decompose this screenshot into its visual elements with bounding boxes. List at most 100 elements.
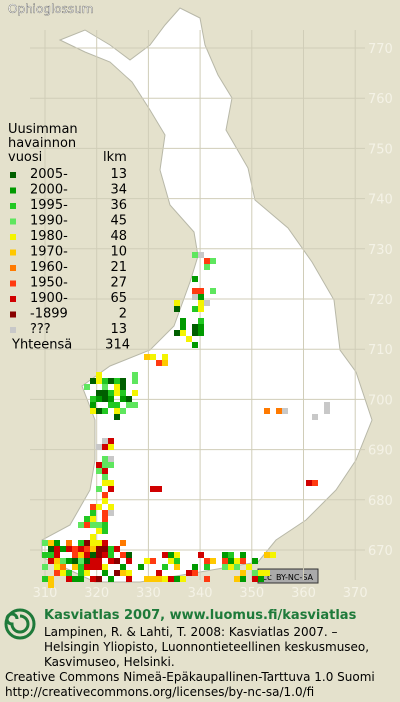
- observation-square: [42, 552, 48, 558]
- observation-square: [174, 576, 180, 582]
- observation-square: [66, 540, 72, 546]
- observation-square: [234, 564, 240, 570]
- observation-square: [198, 252, 204, 258]
- observation-square: [96, 546, 102, 552]
- observation-square: [246, 564, 252, 570]
- observation-square: [84, 552, 90, 558]
- observation-square: [186, 336, 192, 342]
- legend-label: 1970-: [30, 245, 68, 260]
- observation-square: [108, 438, 114, 444]
- observation-square: [84, 516, 90, 522]
- observation-square: [126, 576, 132, 582]
- observation-square: [54, 540, 60, 546]
- observation-square: [60, 558, 66, 564]
- observation-square: [222, 564, 228, 570]
- observation-square: [258, 576, 264, 582]
- observation-square: [120, 540, 126, 546]
- observation-square: [78, 540, 84, 546]
- observation-square: [108, 558, 114, 564]
- observation-square: [90, 534, 96, 540]
- observation-square: [84, 384, 90, 390]
- observation-square: [96, 558, 102, 564]
- observation-square: [156, 486, 162, 492]
- grid-y-label: 760: [368, 92, 393, 107]
- observation-square: [204, 264, 210, 270]
- observation-square: [126, 402, 132, 408]
- observation-square: [60, 546, 66, 552]
- grid-x-label: 310: [33, 586, 58, 600]
- observation-square: [198, 288, 204, 294]
- grid-x-label: 330: [136, 586, 161, 600]
- observation-square: [198, 330, 204, 336]
- observation-square: [102, 462, 108, 468]
- observation-square: [90, 546, 96, 552]
- grid-y-label: 700: [368, 393, 393, 408]
- observation-square: [222, 552, 228, 558]
- observation-square: [210, 558, 216, 564]
- observation-square: [120, 378, 126, 384]
- observation-square: [156, 360, 162, 366]
- observation-square: [114, 390, 120, 396]
- observation-square: [198, 318, 204, 324]
- observation-square: [66, 570, 72, 576]
- observation-square: [102, 378, 108, 384]
- observation-square: [48, 582, 54, 588]
- observation-square: [90, 402, 96, 408]
- observation-square: [108, 552, 114, 558]
- grid-y-label: 720: [368, 293, 393, 308]
- observation-square: [132, 372, 138, 378]
- observation-square: [228, 564, 234, 570]
- legend-swatch: [10, 249, 16, 256]
- observation-square: [96, 462, 102, 468]
- legend-swatch: [10, 172, 16, 178]
- legend-count: 13: [110, 322, 127, 337]
- observation-square: [192, 276, 198, 282]
- observation-square: [96, 378, 102, 384]
- observation-square: [96, 390, 102, 396]
- observation-square: [198, 324, 204, 330]
- observation-square: [90, 576, 96, 582]
- observation-square: [126, 558, 132, 564]
- legend-count: 13: [110, 167, 127, 182]
- grid-y-label: 680: [368, 494, 393, 509]
- observation-square: [252, 558, 258, 564]
- observation-square: [102, 456, 108, 462]
- observation-square: [234, 576, 240, 582]
- observation-square: [192, 324, 198, 330]
- observation-square: [114, 402, 120, 408]
- observation-square: [102, 516, 108, 522]
- legend-swatch: [10, 203, 16, 209]
- observation-square: [114, 558, 120, 564]
- observation-square: [96, 408, 102, 414]
- observation-square: [114, 378, 120, 384]
- grid-y-label: 730: [368, 243, 393, 258]
- legend-label: ???: [30, 322, 51, 337]
- observation-square: [258, 570, 264, 576]
- observation-square: [132, 402, 138, 408]
- legend-count: 65: [110, 291, 127, 306]
- observation-square: [66, 558, 72, 564]
- observation-square: [180, 324, 186, 330]
- observation-square: [108, 486, 114, 492]
- observation-square: [114, 570, 120, 576]
- grid-x-label: 320: [84, 586, 109, 600]
- observation-square: [144, 354, 150, 360]
- legend-header: Uusimman: [8, 122, 78, 137]
- legend-label: 1960-: [30, 260, 68, 275]
- legend-count-header: lkm: [103, 150, 127, 165]
- legend-count: 34: [110, 183, 127, 198]
- legend-label: 1980-: [30, 229, 68, 244]
- observation-square: [120, 390, 126, 396]
- grid-y-label: 690: [368, 444, 393, 459]
- observation-square: [84, 564, 90, 570]
- observation-square: [84, 522, 90, 528]
- observation-square: [306, 480, 312, 486]
- citation-line: Lampinen, R. & Lahti, T. 2008: Kasviatla…: [44, 625, 338, 639]
- observation-square: [102, 522, 108, 528]
- observation-square: [102, 528, 108, 534]
- observation-square: [102, 474, 108, 480]
- observation-square: [102, 384, 108, 390]
- legend-count: 10: [110, 245, 127, 260]
- observation-square: [102, 546, 108, 552]
- observation-square: [108, 504, 114, 510]
